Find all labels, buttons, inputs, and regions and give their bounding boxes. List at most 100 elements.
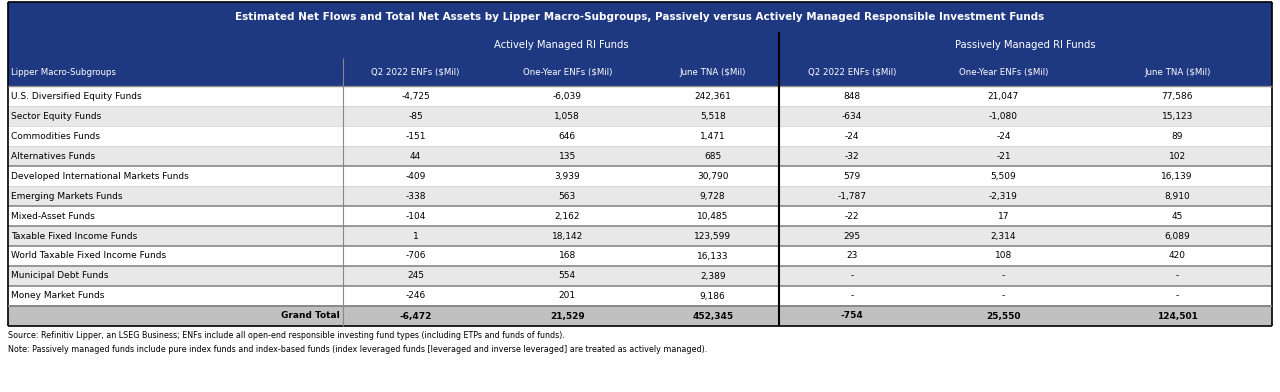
Text: Taxable Fixed Income Funds: Taxable Fixed Income Funds [12,232,137,241]
Text: -1,787: -1,787 [837,192,867,200]
Bar [8,2,1272,32]
Text: Sector Equity Funds: Sector Equity Funds [12,111,101,120]
Text: -151: -151 [406,131,426,140]
Text: -2,319: -2,319 [989,192,1018,200]
Text: 15,123: 15,123 [1161,111,1193,120]
Text: Municipal Debt Funds: Municipal Debt Funds [12,272,109,281]
Text: 102: 102 [1169,151,1185,160]
Text: June TNA ($Mil): June TNA ($Mil) [1144,67,1211,76]
Bar [8,58,1272,86]
Text: -: - [1175,292,1179,301]
Text: Actively Managed RI Funds: Actively Managed RI Funds [494,40,628,50]
Text: 30,790: 30,790 [696,172,728,180]
Text: One-Year ENFs ($Mil): One-Year ENFs ($Mil) [522,67,612,76]
Text: 2,314: 2,314 [991,232,1016,241]
Text: 108: 108 [995,252,1012,261]
Text: 2,162: 2,162 [554,212,580,221]
Text: -21: -21 [996,151,1011,160]
Bar [8,32,1272,58]
Text: -4,725: -4,725 [401,91,430,100]
Text: -85: -85 [408,111,422,120]
Text: -: - [850,272,854,281]
Text: 201: 201 [559,292,576,301]
Text: 5,509: 5,509 [991,172,1016,180]
Text: 135: 135 [558,151,576,160]
Bar [8,166,1272,186]
Text: 5,518: 5,518 [700,111,726,120]
Text: 242,361: 242,361 [694,91,731,100]
Text: 17: 17 [997,212,1009,221]
Text: -24: -24 [845,131,859,140]
Bar [8,246,1272,266]
Text: -: - [1002,292,1005,301]
Text: 848: 848 [844,91,860,100]
Text: 563: 563 [558,192,576,200]
Text: 77,586: 77,586 [1161,91,1193,100]
Bar [8,286,1272,306]
Text: Source: Refinitiv Lipper, an LSEG Business; ENFs include all open-end responsibl: Source: Refinitiv Lipper, an LSEG Busine… [8,330,564,339]
Text: 295: 295 [844,232,860,241]
Bar [8,206,1272,226]
Text: -: - [1002,272,1005,281]
Text: 18,142: 18,142 [552,232,582,241]
Text: 21,047: 21,047 [988,91,1019,100]
Bar [8,266,1272,286]
Bar [8,306,1272,326]
Bar [8,126,1272,146]
Text: Developed International Markets Funds: Developed International Markets Funds [12,172,188,180]
Text: Lipper Macro-Subgroups: Lipper Macro-Subgroups [12,67,116,76]
Text: 168: 168 [558,252,576,261]
Text: U.S. Diversified Equity Funds: U.S. Diversified Equity Funds [12,91,142,100]
Text: Q2 2022 ENFs ($Mil): Q2 2022 ENFs ($Mil) [371,67,460,76]
Text: -22: -22 [845,212,859,221]
Text: Mixed-Asset Funds: Mixed-Asset Funds [12,212,95,221]
Text: World Taxable Fixed Income Funds: World Taxable Fixed Income Funds [12,252,166,261]
Text: 16,133: 16,133 [696,252,728,261]
Text: 646: 646 [559,131,576,140]
Text: Passively Managed RI Funds: Passively Managed RI Funds [955,40,1096,50]
Text: 25,550: 25,550 [986,312,1020,321]
Text: Money Market Funds: Money Market Funds [12,292,105,301]
Text: 89: 89 [1171,131,1183,140]
Text: -706: -706 [406,252,426,261]
Text: Commodities Funds: Commodities Funds [12,131,100,140]
Text: Grand Total: Grand Total [282,312,340,321]
Text: 554: 554 [559,272,576,281]
Text: 420: 420 [1169,252,1185,261]
Text: 44: 44 [410,151,421,160]
Text: 685: 685 [704,151,722,160]
Text: Q2 2022 ENFs ($Mil): Q2 2022 ENFs ($Mil) [808,67,896,76]
Text: 579: 579 [844,172,860,180]
Text: 23: 23 [846,252,858,261]
Text: Note: Passively managed funds include pure index funds and index-based funds (in: Note: Passively managed funds include pu… [8,345,708,354]
Text: Emerging Markets Funds: Emerging Markets Funds [12,192,123,200]
Text: 16,139: 16,139 [1161,172,1193,180]
Text: -1,080: -1,080 [989,111,1018,120]
Text: 10,485: 10,485 [698,212,728,221]
Text: -338: -338 [406,192,426,200]
Bar [8,106,1272,126]
Text: One-Year ENFs ($Mil): One-Year ENFs ($Mil) [959,67,1048,76]
Text: 8,910: 8,910 [1165,192,1190,200]
Bar [8,146,1272,166]
Text: -409: -409 [406,172,426,180]
Text: -32: -32 [845,151,859,160]
Text: Estimated Net Flows and Total Net Assets by Lipper Macro-Subgroups, Passively ve: Estimated Net Flows and Total Net Assets… [236,12,1044,22]
Text: 1,471: 1,471 [700,131,726,140]
Text: 123,599: 123,599 [694,232,731,241]
Text: 2,389: 2,389 [700,272,726,281]
Text: -6,039: -6,039 [553,91,582,100]
Text: 124,501: 124,501 [1157,312,1198,321]
Text: Alternatives Funds: Alternatives Funds [12,151,95,160]
Bar [8,226,1272,246]
Text: 45: 45 [1171,212,1183,221]
Text: 1,058: 1,058 [554,111,580,120]
Text: 9,728: 9,728 [700,192,726,200]
Text: -634: -634 [841,111,861,120]
Text: -246: -246 [406,292,426,301]
Bar [8,86,1272,106]
Text: 245: 245 [407,272,424,281]
Text: -104: -104 [406,212,426,221]
Bar [8,186,1272,206]
Text: 21,529: 21,529 [550,312,585,321]
